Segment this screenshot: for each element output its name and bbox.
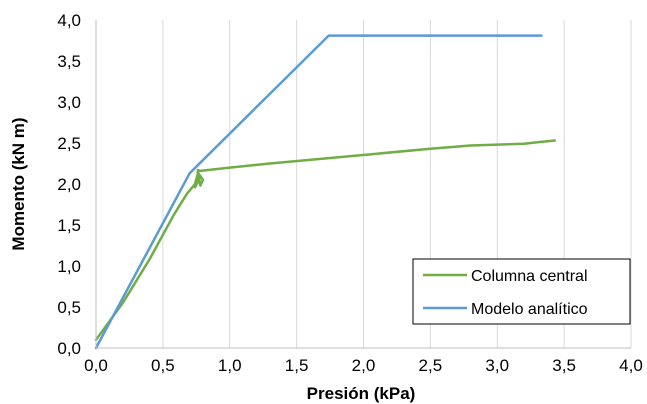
y-tick-label: 1,0: [57, 257, 81, 276]
x-tick-label: 3,5: [552, 356, 576, 375]
legend-label: Modelo analítico: [471, 301, 588, 318]
y-tick-label: 1,5: [57, 216, 81, 235]
x-tick-label: 0,5: [151, 356, 175, 375]
series-line-1: [94, 139, 557, 342]
y-tick-label: 0,0: [57, 339, 81, 358]
legend: Columna central Modelo analítico: [412, 258, 631, 325]
x-tick-label: 2,5: [419, 356, 443, 375]
y-axis-title: Momento (kN m): [9, 117, 28, 250]
y-tick-label: 2,5: [57, 134, 81, 153]
y-tick-labels: 0,0 0,5 1,0 1,5 2,0 2,5 3,0 3,5 4,0: [57, 11, 81, 358]
grid-lines: [162, 20, 632, 348]
x-tick-label: 3,0: [485, 356, 509, 375]
x-tick-label: 1,0: [218, 356, 242, 375]
x-tick-label: 0,0: [84, 356, 108, 375]
x-tick-label: 2,0: [352, 356, 376, 375]
x-tick-label: 4,0: [619, 356, 643, 375]
series-lines: [94, 34, 557, 350]
x-axis-title: Presión (kPa): [307, 384, 416, 403]
y-tick-label: 2,0: [57, 175, 81, 194]
legend-box: [412, 258, 631, 325]
legend-label: Columna central: [471, 268, 588, 285]
x-tick-label: 1,5: [285, 356, 309, 375]
axes: [95, 20, 631, 349]
y-tick-label: 0,5: [57, 298, 81, 317]
y-tick-label: 4,0: [57, 11, 81, 30]
y-tick-label: 3,0: [57, 93, 81, 112]
y-tick-label: 3,5: [57, 52, 81, 71]
x-tick-labels: 0,0 0,5 1,0 1,5 2,0 2,5 3,0 3,5 4,0: [84, 356, 643, 375]
series-line-2: [94, 34, 543, 350]
